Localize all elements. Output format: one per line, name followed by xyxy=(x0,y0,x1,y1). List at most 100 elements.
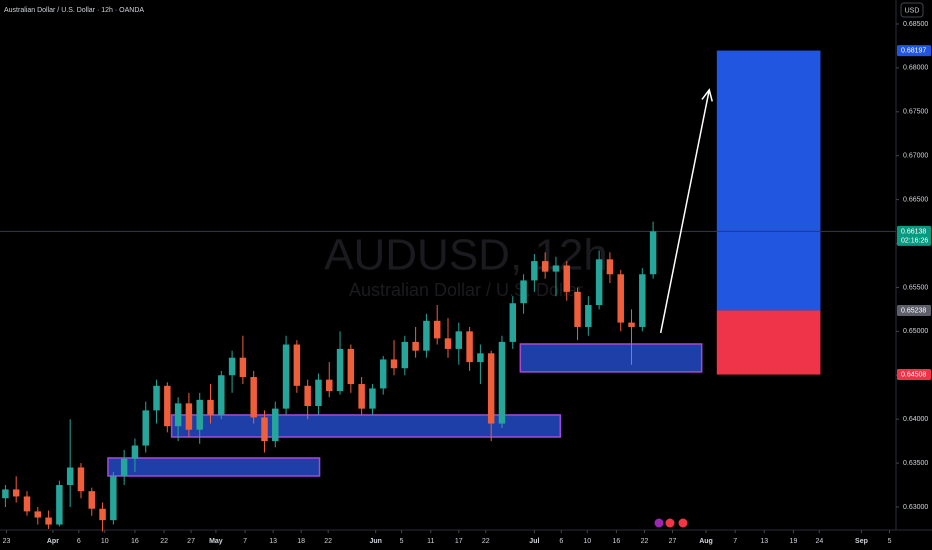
candle-body xyxy=(228,357,236,376)
y-tick-label: 0.68500 xyxy=(903,21,928,28)
event-icon[interactable] xyxy=(665,518,675,528)
currency[interactable]: USD xyxy=(905,7,920,14)
candle-body xyxy=(477,353,484,363)
x-tick-label: 17 xyxy=(455,538,463,545)
candle-body xyxy=(595,259,603,306)
candle-body xyxy=(552,265,560,272)
candle-body xyxy=(606,259,614,275)
chart-title: Australian Dollar / U.S. Dollar · 12h · … xyxy=(4,7,144,14)
candle-body xyxy=(142,410,149,446)
candle-body xyxy=(110,476,117,521)
x-tick-label: Sep xyxy=(855,538,868,545)
x-tick-label: 22 xyxy=(160,538,168,545)
x-tick-label: 7 xyxy=(243,538,247,545)
currency-box[interactable] xyxy=(900,2,924,18)
candle-body xyxy=(239,357,247,378)
candle-body xyxy=(2,489,9,499)
candle-body xyxy=(56,485,63,525)
candle-body xyxy=(369,388,376,409)
candle-body xyxy=(174,403,182,427)
price-badge-label: 0.65238 xyxy=(901,307,926,314)
x-tick-label: 13 xyxy=(269,538,277,545)
demand-zone xyxy=(107,457,321,477)
candle-body xyxy=(34,511,42,518)
candle-body xyxy=(164,385,171,427)
candle-body xyxy=(574,291,581,327)
x-tick-label: 13 xyxy=(760,538,768,545)
candle-body xyxy=(293,344,301,386)
demand-zone xyxy=(519,343,703,373)
candle-body xyxy=(250,377,257,418)
x-tick-label: 10 xyxy=(101,538,109,545)
candle-body xyxy=(12,489,20,497)
x-tick-label: 5 xyxy=(888,538,892,545)
x-tick-label: Apr xyxy=(47,538,59,545)
price-countdown: 02:16:26 xyxy=(901,237,928,244)
candle-body xyxy=(272,408,279,442)
candle-body xyxy=(649,231,657,275)
candle-body xyxy=(617,274,624,323)
candle-body xyxy=(563,265,570,292)
price-badge xyxy=(897,45,931,57)
x-tick-label: 10 xyxy=(583,538,591,545)
candle-body xyxy=(45,517,52,525)
candle-body xyxy=(304,385,311,406)
candle-body xyxy=(326,379,333,392)
candle-body xyxy=(520,280,527,304)
x-tick-label: 16 xyxy=(131,538,139,545)
y-tick-label: 0.65000 xyxy=(903,328,928,335)
y-tick-label: 0.65500 xyxy=(903,284,928,291)
candle-body xyxy=(585,305,592,327)
candle-body xyxy=(541,261,549,272)
x-tick-label: Jun xyxy=(369,538,381,545)
x-tick-label: 22 xyxy=(641,538,649,545)
x-tick-label: Jul xyxy=(529,538,539,545)
candle-body xyxy=(336,348,344,392)
candle-body xyxy=(23,496,31,512)
x-tick-label: 18 xyxy=(297,538,305,545)
candle-body xyxy=(531,261,538,281)
y-tick-label: 0.63000 xyxy=(903,504,928,511)
candle-body xyxy=(120,458,128,477)
candle-body xyxy=(315,379,322,406)
candle-body xyxy=(487,353,495,424)
candle-body xyxy=(379,359,387,389)
x-tick-label: 23 xyxy=(3,538,11,545)
candle-body xyxy=(77,467,85,492)
price-badge-label: 0.64508 xyxy=(901,371,926,378)
candle-body xyxy=(282,344,290,409)
arrow-head xyxy=(701,88,713,102)
candle-body xyxy=(401,341,409,369)
event-icon[interactable] xyxy=(654,518,664,528)
y-tick-label: 0.64000 xyxy=(903,416,928,423)
x-tick-label: 19 xyxy=(790,538,798,545)
x-tick-label: Aug xyxy=(699,538,713,545)
x-tick-label: 22 xyxy=(482,538,490,545)
candle-body xyxy=(444,338,452,349)
x-tick-label: 27 xyxy=(187,538,195,545)
candle-body xyxy=(347,348,355,385)
candle-body xyxy=(153,385,160,411)
x-tick-label: 22 xyxy=(324,538,332,545)
arrow-line xyxy=(659,89,710,334)
candle-body xyxy=(88,491,95,509)
candle-body xyxy=(66,467,74,486)
position-loss xyxy=(716,310,821,375)
candle-body xyxy=(261,417,268,442)
candle-body xyxy=(423,320,430,351)
x-tick-label: 27 xyxy=(669,538,677,545)
y-tick-label: 0.67500 xyxy=(903,109,928,116)
price-badge xyxy=(897,225,931,246)
candle-body xyxy=(639,274,646,327)
candle-body xyxy=(509,303,517,342)
candle-body xyxy=(131,445,139,459)
event-icon[interactable] xyxy=(678,518,688,528)
watermark: AUDUSD, 12h xyxy=(324,231,608,280)
candle-body xyxy=(196,399,203,430)
y-tick-label: 0.68000 xyxy=(903,65,928,72)
x-tick-label: May xyxy=(209,538,223,545)
x-tick-label: 6 xyxy=(559,538,563,545)
candle-body xyxy=(207,399,214,415)
candle-body xyxy=(412,341,419,351)
